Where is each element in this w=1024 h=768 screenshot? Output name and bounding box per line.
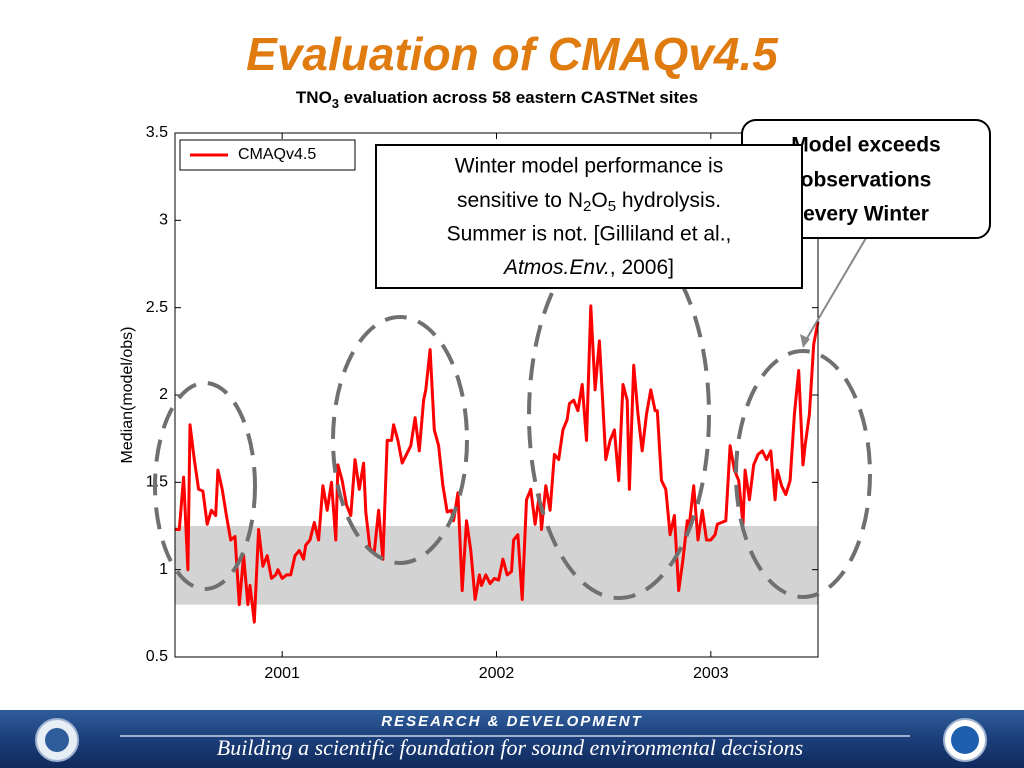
slide-title: Evaluation of CMAQv4.5 (246, 28, 779, 80)
data-line (175, 304, 820, 624)
plot-frame (174, 132, 819, 658)
y-tick-label: 2.5 (146, 299, 168, 316)
note-journal: Atmos.Env. (502, 256, 610, 279)
callout-text: Model exceeds (791, 134, 940, 157)
highlight-ellipse (153, 381, 257, 591)
y-tick-label: 1 (159, 561, 168, 578)
epa-logo-inner (45, 728, 69, 752)
y-tick-label: 3 (159, 212, 168, 229)
legend-box (179, 139, 356, 171)
footer-band (0, 710, 1024, 768)
y-tick-label: 2 (159, 386, 168, 403)
legend-label: CMAQv4.5 (238, 146, 316, 163)
subtitle-subscript: 3 (332, 96, 339, 111)
note-text: Winter model performance is (455, 155, 723, 178)
note-part: O (591, 189, 607, 212)
highlight-ellipse (734, 349, 872, 599)
x-tick-label: 2002 (479, 665, 515, 682)
note-box (375, 144, 803, 289)
note-part: hydrolysis. (616, 189, 721, 212)
callout-text: observations (801, 169, 932, 192)
chart-subtitle: TNO3 evaluation across 58 eastern CASTNe… (296, 88, 698, 111)
note-text: sensitive to N2O5 hydrolysis. (457, 189, 721, 215)
callout-arrowhead (800, 334, 810, 348)
y-tick-label: 0.5 (146, 648, 168, 665)
y-tick-label: 3.5 (146, 124, 168, 141)
note-subscript: 2 (583, 198, 591, 215)
subtitle-part: evaluation across 58 eastern CASTNet sit… (339, 88, 698, 107)
y-axis-label: Median(model/obs) (119, 327, 136, 464)
note-part: , 2006] (610, 256, 674, 279)
callout-arrow (802, 237, 867, 346)
note-part: sensitive to N (457, 189, 583, 212)
noaa-logo-inner (951, 726, 979, 754)
note-text: Atmos.Env., 2006] (502, 256, 674, 279)
subtitle-part: TNO (296, 88, 332, 107)
footer-heading: RESEARCH & DEVELOPMENT (381, 713, 643, 730)
x-tick-label: 2003 (693, 665, 729, 682)
footer-motto: Building a scientific foundation for sou… (217, 735, 803, 760)
shaded-range (175, 526, 818, 605)
note-text: Summer is not. [Gilliland et al., (447, 223, 732, 246)
highlight-ellipse (331, 315, 469, 565)
x-tick-label: 2001 (264, 665, 300, 682)
callout-text: every Winter (803, 203, 929, 226)
note-subscript: 5 (608, 198, 616, 215)
